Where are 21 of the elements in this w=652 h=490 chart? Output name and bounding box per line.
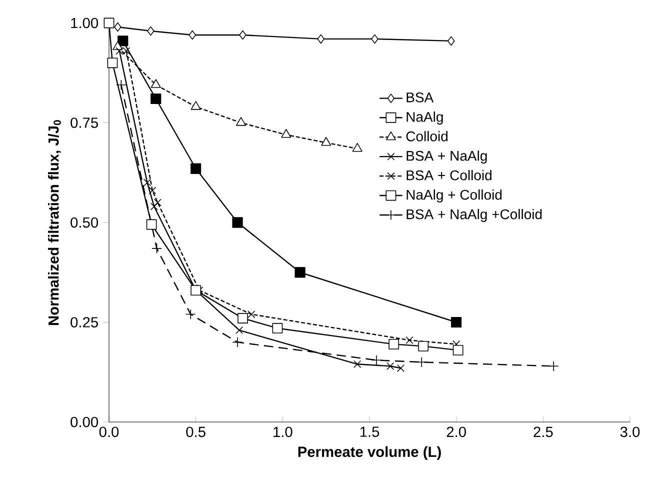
y-tick-label: 1.00 bbox=[71, 18, 98, 28]
legend-label: Colloid bbox=[406, 131, 448, 142]
y-tick-label: 0.25 bbox=[70, 317, 98, 328]
y-tick-label: 0.00 bbox=[70, 416, 98, 428]
x-tick-label: 0.0 bbox=[99, 426, 119, 438]
legend-label: BSA + Colloid bbox=[406, 170, 492, 180]
x-tick-label: 2.5 bbox=[534, 426, 553, 438]
y-tick-label: 0.75 bbox=[70, 118, 98, 128]
x-tick-label: 1.0 bbox=[274, 426, 292, 438]
x-tick-label: 3.0 bbox=[620, 426, 640, 438]
x-tick-label: 0.5 bbox=[186, 426, 206, 438]
x-tick-label: 2.0 bbox=[446, 426, 466, 438]
y-tick-label: 0.50 bbox=[70, 217, 98, 228]
x-axis-title: Permeate volume (L) bbox=[298, 446, 441, 460]
legend-label: BSA + NaAlg bbox=[406, 150, 487, 164]
legend-label: NaAlg + Colloid bbox=[406, 189, 502, 203]
legend-label: BSA + NaAlg +Colloid bbox=[406, 208, 542, 222]
y-axis-title: Normalized filtration flux, J/J$_{0}$ bbox=[48, 120, 61, 325]
legend-label: NaAlg bbox=[406, 112, 443, 125]
x-tick-label: 1.5 bbox=[360, 426, 380, 437]
legend-label: BSA bbox=[406, 92, 434, 102]
